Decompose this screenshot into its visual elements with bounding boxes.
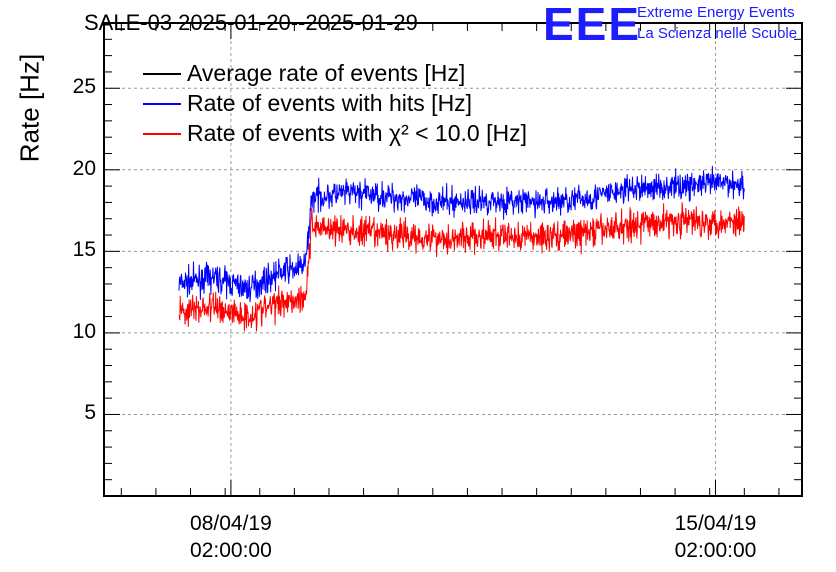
eee-logo: EEE [543, 0, 642, 50]
grid-lines [104, 23, 802, 496]
y-tick-label: 25 [72, 75, 96, 99]
logo-line1: Extreme Energy Events [637, 4, 795, 21]
legend-label: Rate of events with hits [Hz] [187, 90, 473, 116]
legend-label: Average rate of events [Hz] [187, 60, 466, 86]
y-axis-label: Rate [Hz] [14, 53, 45, 163]
legend-label: Rate of events with χ² < 10.0 [Hz] [187, 120, 527, 146]
axis-ticks [104, 23, 802, 496]
y-tick-label: 20 [72, 156, 96, 180]
series-line-chi2 [178, 202, 745, 332]
logo-line2: La Scienza nelle Scuole [637, 25, 798, 42]
series-line-hits [178, 165, 745, 303]
legend-item-average: Average rate of events [Hz] [140, 58, 600, 88]
legend: Average rate of events [Hz] Rate of even… [140, 58, 600, 148]
chart-title: SALE-03 2025-01-20--2025-01-29 [84, 10, 418, 35]
plot-frame [103, 22, 803, 497]
legend-item-hits: Rate of events with hits [Hz] [140, 88, 600, 118]
series-layer [178, 165, 745, 332]
y-tick-label: 10 [72, 319, 96, 343]
legend-swatch-black [143, 73, 181, 75]
legend-swatch-blue [143, 103, 181, 105]
x-tick-label: 08/04/19 02:00:00 [190, 512, 272, 562]
y-tick-label: 15 [72, 238, 96, 262]
legend-item-chi2: Rate of events with χ² < 10.0 [Hz] [140, 118, 600, 148]
y-tick-label: 5 [84, 401, 96, 425]
legend-swatch-red [143, 133, 181, 135]
x-tick-label: 15/04/19 02:00:00 [674, 512, 757, 562]
